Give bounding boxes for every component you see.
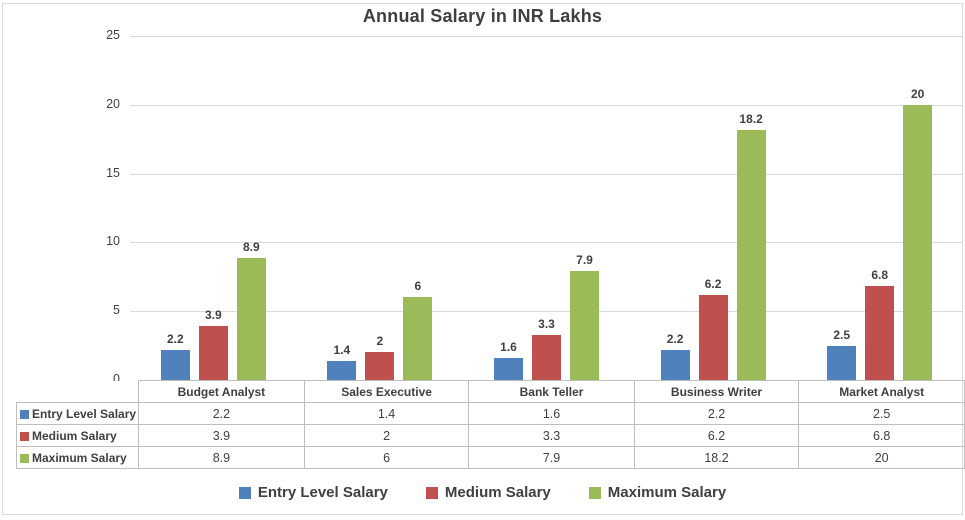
legend-label: Medium Salary bbox=[444, 484, 551, 501]
bar-value-label: 18.2 bbox=[739, 111, 763, 126]
legend-swatch-icon bbox=[425, 486, 438, 499]
category-header-cell: Market Analyst bbox=[798, 380, 965, 403]
table-value-cell: 18.2 bbox=[633, 446, 800, 469]
y-axis-tick-label: 20 bbox=[106, 96, 120, 111]
legend-item: Medium Salary bbox=[425, 484, 551, 501]
table-value-cell: 2.5 bbox=[798, 402, 965, 425]
bar-value-label: 3.3 bbox=[538, 316, 555, 331]
legend-swatch-icon bbox=[588, 486, 601, 499]
category-header-cell: Bank Teller bbox=[468, 380, 635, 403]
bar bbox=[236, 257, 266, 380]
table-value-cell: 6.8 bbox=[798, 424, 965, 447]
series-row-label: Entry Level Salary bbox=[15, 402, 140, 425]
y-axis-tick-label: 25 bbox=[106, 28, 120, 42]
bar bbox=[865, 286, 895, 380]
bar bbox=[660, 349, 690, 380]
legend-label: Entry Level Salary bbox=[257, 484, 388, 501]
series-swatch-icon bbox=[20, 453, 29, 463]
bar-value-label: 2.2 bbox=[166, 331, 184, 346]
bar bbox=[570, 271, 599, 380]
chart-title: Annual Salary in INR Lakhs bbox=[362, 6, 603, 26]
table-value-cell: 6 bbox=[303, 446, 470, 469]
category-header-cell: Budget Analyst bbox=[138, 380, 305, 403]
bar bbox=[365, 352, 395, 380]
y-axis-tick-label: 10 bbox=[106, 234, 120, 249]
legend: Entry Level Salary Medium Salary Maximum S… bbox=[0, 484, 965, 501]
bar-value-label: 6.8 bbox=[871, 268, 889, 283]
table-value-cell: 6.2 bbox=[633, 424, 800, 447]
series-swatch-icon bbox=[20, 409, 29, 419]
y-axis-tick-label: 15 bbox=[106, 165, 120, 180]
bar bbox=[198, 326, 228, 380]
category-header-cell: Sales Executive bbox=[303, 380, 470, 403]
bar-value-label: 2.2 bbox=[666, 331, 684, 346]
bar bbox=[327, 360, 357, 380]
table-value-cell: 7.9 bbox=[468, 446, 635, 469]
bar-value-label: 6.2 bbox=[704, 276, 722, 291]
category-header-cell: Business Writer bbox=[633, 380, 800, 403]
table-value-cell: 1.4 bbox=[303, 402, 470, 425]
bar-value-label: 8.9 bbox=[242, 239, 260, 254]
bar-value-label: 20 bbox=[911, 86, 925, 101]
bar bbox=[903, 104, 933, 380]
bar-value-label: 3.9 bbox=[204, 308, 222, 323]
bar bbox=[736, 129, 766, 380]
bar bbox=[403, 297, 433, 380]
gridline bbox=[130, 104, 963, 106]
bar-value-label: 7.9 bbox=[576, 253, 593, 268]
table-value-cell: 2 bbox=[303, 424, 470, 447]
gridline bbox=[130, 311, 963, 313]
y-axis-tick-label: 0 bbox=[113, 372, 120, 386]
bar bbox=[494, 357, 523, 380]
bar-value-label: 1.4 bbox=[333, 342, 351, 357]
gridline bbox=[130, 36, 963, 37]
bar bbox=[160, 349, 190, 380]
series-swatch-icon bbox=[20, 431, 29, 441]
bar bbox=[827, 345, 857, 380]
gridline bbox=[130, 173, 963, 175]
series-row-label: Medium Salary bbox=[15, 424, 140, 447]
bar bbox=[532, 334, 561, 380]
bar-value-label: 2.5 bbox=[833, 327, 851, 342]
bar-value-label: 2 bbox=[376, 334, 384, 349]
table-value-cell: 2.2 bbox=[633, 402, 800, 425]
table-value-cell: 20 bbox=[798, 446, 965, 469]
legend-item: Entry Level Salary bbox=[238, 484, 388, 501]
bar-value-label: 6 bbox=[414, 279, 422, 294]
data-table: Budget Analyst Sales Executive Bank Teller… bbox=[15, 380, 965, 469]
table-corner-cell bbox=[16, 380, 139, 403]
legend-item: Maximum Salary bbox=[588, 484, 727, 501]
table-value-cell: 3.9 bbox=[138, 424, 305, 447]
gridline bbox=[130, 242, 963, 244]
bar-value-label: 1.6 bbox=[500, 339, 517, 354]
series-row-label: Maximum Salary bbox=[15, 446, 140, 469]
table-value-cell: 1.6 bbox=[468, 402, 635, 425]
table-value-cell: 2.2 bbox=[138, 402, 305, 425]
bar bbox=[698, 294, 728, 380]
legend-swatch-icon bbox=[238, 486, 251, 499]
table-value-cell: 3.3 bbox=[468, 424, 635, 447]
y-axis-tick-label: 5 bbox=[113, 303, 120, 318]
table-value-cell: 8.9 bbox=[138, 446, 305, 469]
legend-label: Maximum Salary bbox=[607, 484, 727, 501]
